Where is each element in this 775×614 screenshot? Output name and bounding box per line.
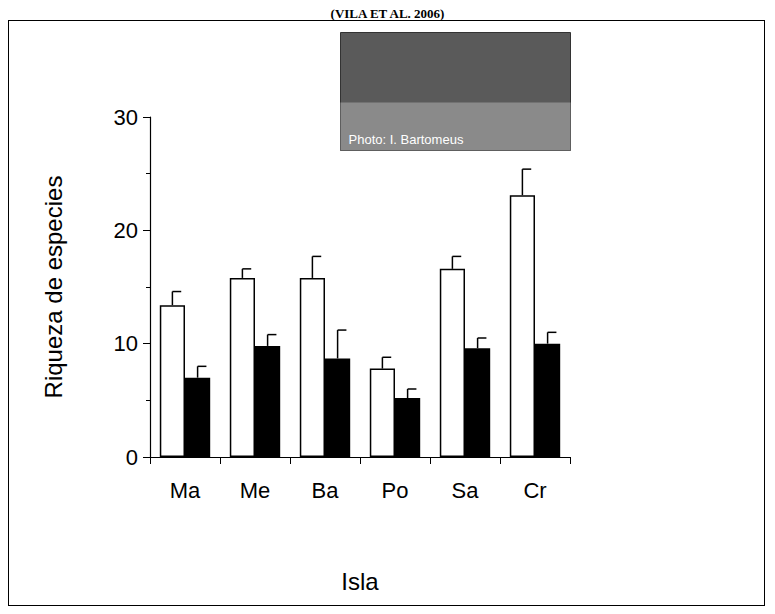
svg-text:Po: Po xyxy=(382,478,409,503)
svg-text:(VILA ET AL. 2006): (VILA ET AL. 2006) xyxy=(331,6,445,21)
svg-text:30: 30 xyxy=(114,105,138,130)
svg-text:Riqueza de especies: Riqueza de especies xyxy=(40,176,67,399)
svg-text:Me: Me xyxy=(240,478,271,503)
svg-text:20: 20 xyxy=(114,218,138,243)
svg-text:Photo: I. Bartomeus: Photo: I. Bartomeus xyxy=(349,132,464,147)
svg-text:0: 0 xyxy=(126,445,138,470)
svg-text:Ma: Ma xyxy=(170,478,201,503)
svg-text:Isla: Isla xyxy=(341,568,379,595)
svg-text:Ba: Ba xyxy=(312,478,340,503)
svg-text:Cr: Cr xyxy=(523,478,546,503)
svg-text:Sa: Sa xyxy=(452,478,480,503)
svg-text:10: 10 xyxy=(114,331,138,356)
